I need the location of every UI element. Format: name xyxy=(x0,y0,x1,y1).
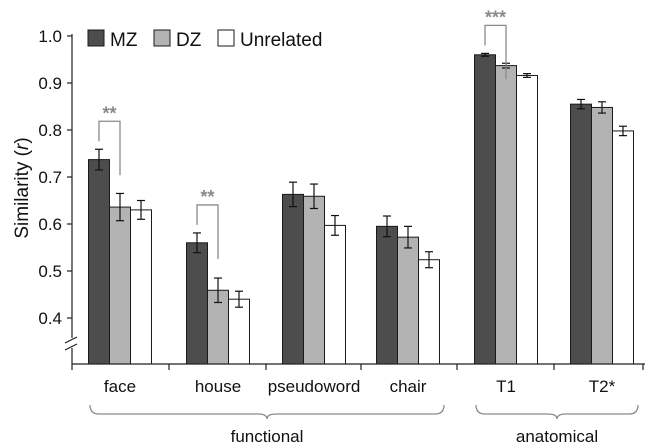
significance-bracket xyxy=(98,120,121,176)
error-bar xyxy=(137,199,145,220)
y-tick-label: 0.6 xyxy=(38,215,62,234)
error-bar xyxy=(577,98,585,110)
error-bar xyxy=(598,101,606,114)
significance-label: ** xyxy=(200,187,214,207)
bar xyxy=(516,74,538,365)
y-tick-label: 0.7 xyxy=(38,168,62,187)
legend-label: DZ xyxy=(176,30,202,51)
bars xyxy=(88,54,634,365)
significance-label: ** xyxy=(102,103,116,123)
error-bar xyxy=(289,181,297,208)
bar xyxy=(130,209,152,365)
y-tick-label: 0.8 xyxy=(38,121,62,140)
error-bar xyxy=(310,183,318,210)
error-bar xyxy=(383,215,391,238)
x-tick-label: T1 xyxy=(496,377,516,396)
significance-bracket xyxy=(484,24,507,80)
bar xyxy=(397,236,419,365)
error-bars xyxy=(95,52,627,308)
bar xyxy=(186,242,208,365)
bar xyxy=(324,224,346,365)
error-bar xyxy=(425,251,433,269)
bar xyxy=(570,103,592,365)
legend-item: DZ xyxy=(153,29,202,51)
y-tick-label: 0.5 xyxy=(38,262,62,281)
bar xyxy=(282,193,304,365)
error-bar xyxy=(481,52,489,57)
legend-swatch xyxy=(87,29,105,47)
bar xyxy=(495,65,517,365)
axis-break-mark xyxy=(64,343,78,351)
legend-item: Unrelated xyxy=(217,29,322,51)
x-tick-label: pseudoword xyxy=(268,377,361,396)
y-axis: 1.0 0.9 0.8 0.7 0.6 0.5 0.4 xyxy=(38,27,78,364)
error-bar xyxy=(95,148,103,171)
error-bar xyxy=(193,232,201,254)
legend-swatch xyxy=(153,29,171,47)
error-bar xyxy=(235,290,243,308)
x-tick-label: house xyxy=(195,377,241,396)
bar xyxy=(474,54,496,365)
group-brace xyxy=(89,404,445,420)
category-groups: functional anatomical xyxy=(89,404,639,446)
error-bar xyxy=(619,125,627,137)
bar xyxy=(303,195,325,365)
error-bar xyxy=(523,72,531,78)
error-bar xyxy=(404,225,412,249)
legend-label: MZ xyxy=(110,30,138,51)
legend-label: Unrelated xyxy=(240,30,322,51)
bar xyxy=(591,106,613,365)
error-bar xyxy=(331,214,339,236)
significance-markers: ******* xyxy=(98,7,507,259)
group-label: functional xyxy=(231,427,304,446)
axis-break-mark xyxy=(64,336,78,344)
x-tick-label: chair xyxy=(390,377,427,396)
bar xyxy=(88,159,110,365)
x-tick-label: face xyxy=(104,377,136,396)
bar xyxy=(612,130,634,365)
significance-label: *** xyxy=(485,7,506,27)
y-tick-label: 1.0 xyxy=(38,27,62,46)
legend-swatch xyxy=(217,29,235,47)
error-bar xyxy=(214,277,222,304)
legend: MZ DZ Unrelated xyxy=(87,29,322,51)
x-tick-label: T2* xyxy=(589,377,616,396)
x-axis: face house pseudoword chair T1 T2* xyxy=(71,363,645,396)
error-bar xyxy=(116,192,124,222)
group-label: anatomical xyxy=(516,427,598,446)
bar xyxy=(418,259,440,365)
y-tick-label: 0.4 xyxy=(38,309,62,328)
legend-item: MZ xyxy=(87,29,138,51)
bar xyxy=(228,298,250,365)
bar xyxy=(376,225,398,365)
group-brace xyxy=(475,404,639,420)
y-tick-label: 0.9 xyxy=(38,74,62,93)
y-axis-title: Similarity (r) xyxy=(12,137,33,238)
bar xyxy=(109,206,131,365)
significance-bracket xyxy=(196,204,219,259)
